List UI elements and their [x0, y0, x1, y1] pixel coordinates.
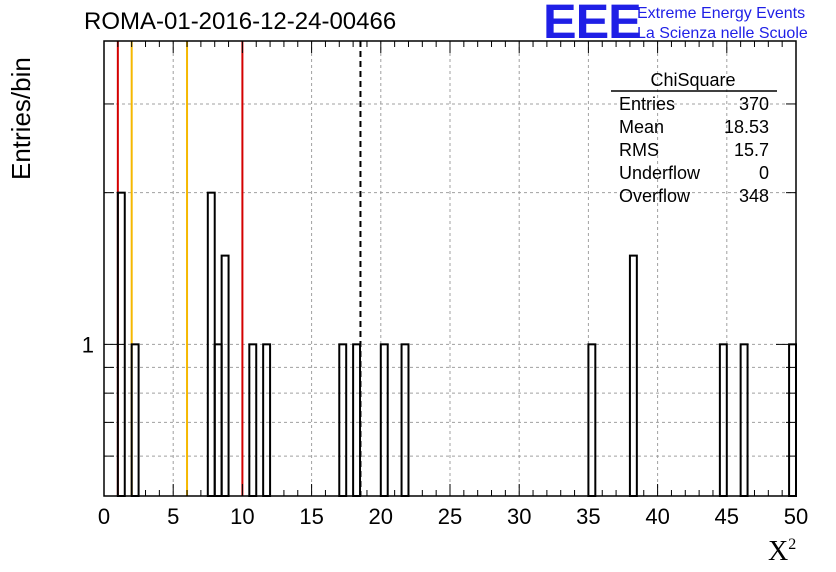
axis-tick-labels: 0 5 10 15 20 25 30 35 40 45 50 1 [82, 332, 808, 529]
histogram-bar [628, 254, 638, 497]
logo-line-1: Extreme Energy Events [637, 5, 806, 22]
eee-logo: EEE [543, 0, 642, 49]
x-tick-label: 5 [167, 504, 179, 529]
x-tick-label: 40 [645, 504, 669, 529]
stats-value: 348 [739, 186, 769, 206]
stats-label: Entries [619, 94, 675, 114]
stats-value: 370 [739, 94, 769, 114]
x-tick-label: 50 [784, 504, 808, 529]
x-tick-label: 0 [98, 504, 110, 529]
x-axis-label-sup: 2 [788, 536, 797, 553]
stats-label: Mean [619, 117, 664, 137]
logo-caption: Extreme Energy Events La Scienza nelle S… [637, 4, 808, 44]
stats-box: ChiSquare Entries 370 Mean 18.53 RMS 15.7 Unde… [611, 70, 777, 206]
histogram-bar [220, 254, 230, 497]
x-tick-label: 10 [230, 504, 254, 529]
marker-lines [116, 41, 362, 496]
stats-rows: Entries 370 Mean 18.53 RMS 15.7 Underflow 0 Over… [619, 94, 769, 206]
x-axis-label-main: X [768, 536, 789, 567]
y-tick-label: 1 [82, 332, 94, 357]
x-tick-label: 20 [369, 504, 393, 529]
x-tick-label: 35 [576, 504, 600, 529]
x-tick-label: 30 [507, 504, 531, 529]
x-tick-label: 45 [715, 504, 739, 529]
axis-ticks [103, 41, 797, 496]
stats-label: RMS [619, 140, 659, 160]
stats-value: 0 [759, 163, 769, 183]
logo-line-2: La Scienza nelle Scuole [637, 25, 808, 42]
chart-title: ROMA-01-2016-12-24-00466 [84, 8, 397, 35]
stats-label: Overflow [619, 186, 691, 206]
x-tick-label: 25 [438, 504, 462, 529]
stats-value: 15.7 [734, 140, 769, 160]
stats-value: 18.53 [724, 117, 769, 137]
stats-title: ChiSquare [650, 70, 735, 90]
stats-label: Underflow [619, 163, 701, 183]
x-tick-label: 15 [299, 504, 323, 529]
x-axis-label: X2 [768, 536, 796, 568]
